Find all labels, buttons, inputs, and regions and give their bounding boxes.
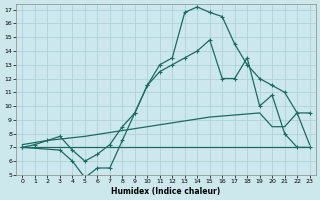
X-axis label: Humidex (Indice chaleur): Humidex (Indice chaleur) xyxy=(111,187,221,196)
